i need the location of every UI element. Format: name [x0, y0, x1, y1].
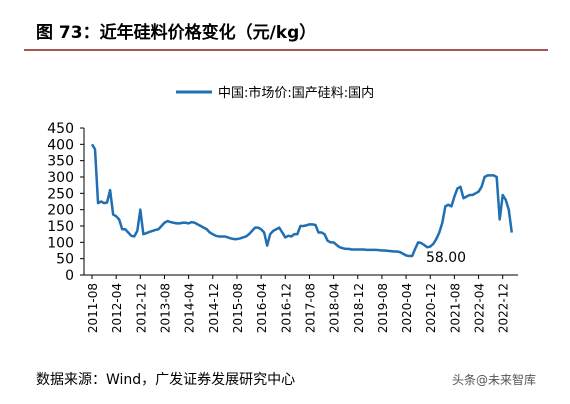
x-tick-label: 2016-12 [279, 283, 293, 333]
y-tick-label: 100 [47, 235, 74, 251]
y-tick-label: 350 [47, 154, 74, 170]
y-tick-label: 400 [47, 137, 74, 153]
x-tick-label: 2018-04 [328, 283, 342, 333]
annotation: 58.00 [426, 250, 466, 266]
x-tick-label: 2018-12 [352, 283, 366, 333]
x-tick-label: 2015-08 [231, 283, 245, 333]
y-tick-label: 250 [47, 186, 74, 202]
y-tick-label: 150 [47, 219, 74, 235]
watermark: 头条@未来智库 [452, 372, 536, 387]
x-tick-label: 2012-04 [110, 283, 124, 333]
x-tick-label: 2022-04 [473, 283, 487, 333]
x-tick-label: 2020-12 [424, 283, 438, 333]
chart-title: 图 73：近年硅料价格变化（元/kg） [36, 22, 316, 43]
x-tick-label: 2021-08 [448, 283, 462, 333]
x-tick-label: 2012-12 [134, 283, 148, 333]
x-tick-label: 2020-04 [400, 283, 414, 333]
x-tick-label: 2017-08 [303, 283, 317, 333]
y-tick-label: 50 [56, 252, 74, 268]
x-tick-label: 2022-12 [497, 283, 511, 333]
y-tick-label: 450 [47, 121, 74, 137]
series-line [90, 143, 514, 258]
source: 数据来源：Wind，广发证券发展研究中心 [36, 372, 295, 388]
x-tick-label: 2014-12 [207, 283, 221, 333]
y-tick-label: 300 [47, 170, 74, 186]
y-tick-label: 200 [47, 203, 74, 219]
x-tick-label: 2016-04 [255, 283, 269, 333]
x-tick-label: 2014-04 [183, 283, 197, 333]
x-tick-label: 2013-08 [158, 283, 172, 333]
legend-label: 中国:市场价:国产硅料:国内 [218, 85, 374, 101]
y-tick-label: 0 [65, 268, 74, 284]
x-tick-label: 2011-08 [86, 283, 100, 333]
x-tick-label: 2019-08 [376, 283, 390, 333]
